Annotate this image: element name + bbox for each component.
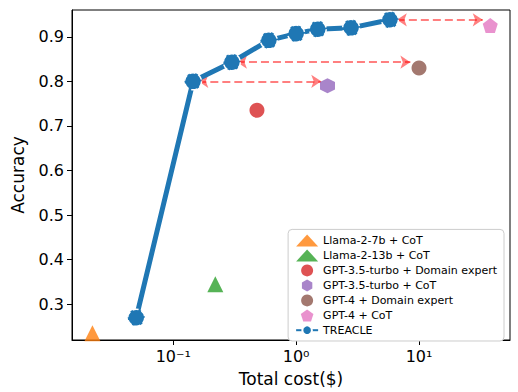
svg-text:Llama-2-7b + CoT: Llama-2-7b + CoT xyxy=(323,234,423,247)
svg-text:0.8: 0.8 xyxy=(39,72,64,91)
svg-text:0.3: 0.3 xyxy=(39,295,64,314)
svg-text:10¹: 10¹ xyxy=(406,347,433,366)
svg-text:TREACLE: TREACLE xyxy=(322,324,372,337)
svg-text:0.6: 0.6 xyxy=(39,161,64,180)
svg-text:0.5: 0.5 xyxy=(39,206,64,225)
svg-text:Llama-2-13b + CoT: Llama-2-13b + CoT xyxy=(323,249,430,262)
svg-text:Accuracy: Accuracy xyxy=(8,136,28,214)
svg-text:GPT-4 + Domain expert: GPT-4 + Domain expert xyxy=(323,294,454,307)
svg-text:GPT-4 + CoT: GPT-4 + CoT xyxy=(323,309,392,322)
svg-text:Total cost($): Total cost($) xyxy=(238,369,343,389)
svg-text:0.9: 0.9 xyxy=(39,27,64,46)
svg-text:10⁰: 10⁰ xyxy=(283,347,310,366)
svg-text:GPT-3.5-turbo + CoT: GPT-3.5-turbo + CoT xyxy=(323,279,436,292)
svg-text:GPT-3.5-turbo + Domain expert: GPT-3.5-turbo + Domain expert xyxy=(323,264,498,277)
svg-text:10⁻¹: 10⁻¹ xyxy=(156,347,191,366)
svg-text:0.7: 0.7 xyxy=(39,116,64,135)
svg-text:0.4: 0.4 xyxy=(39,250,64,269)
